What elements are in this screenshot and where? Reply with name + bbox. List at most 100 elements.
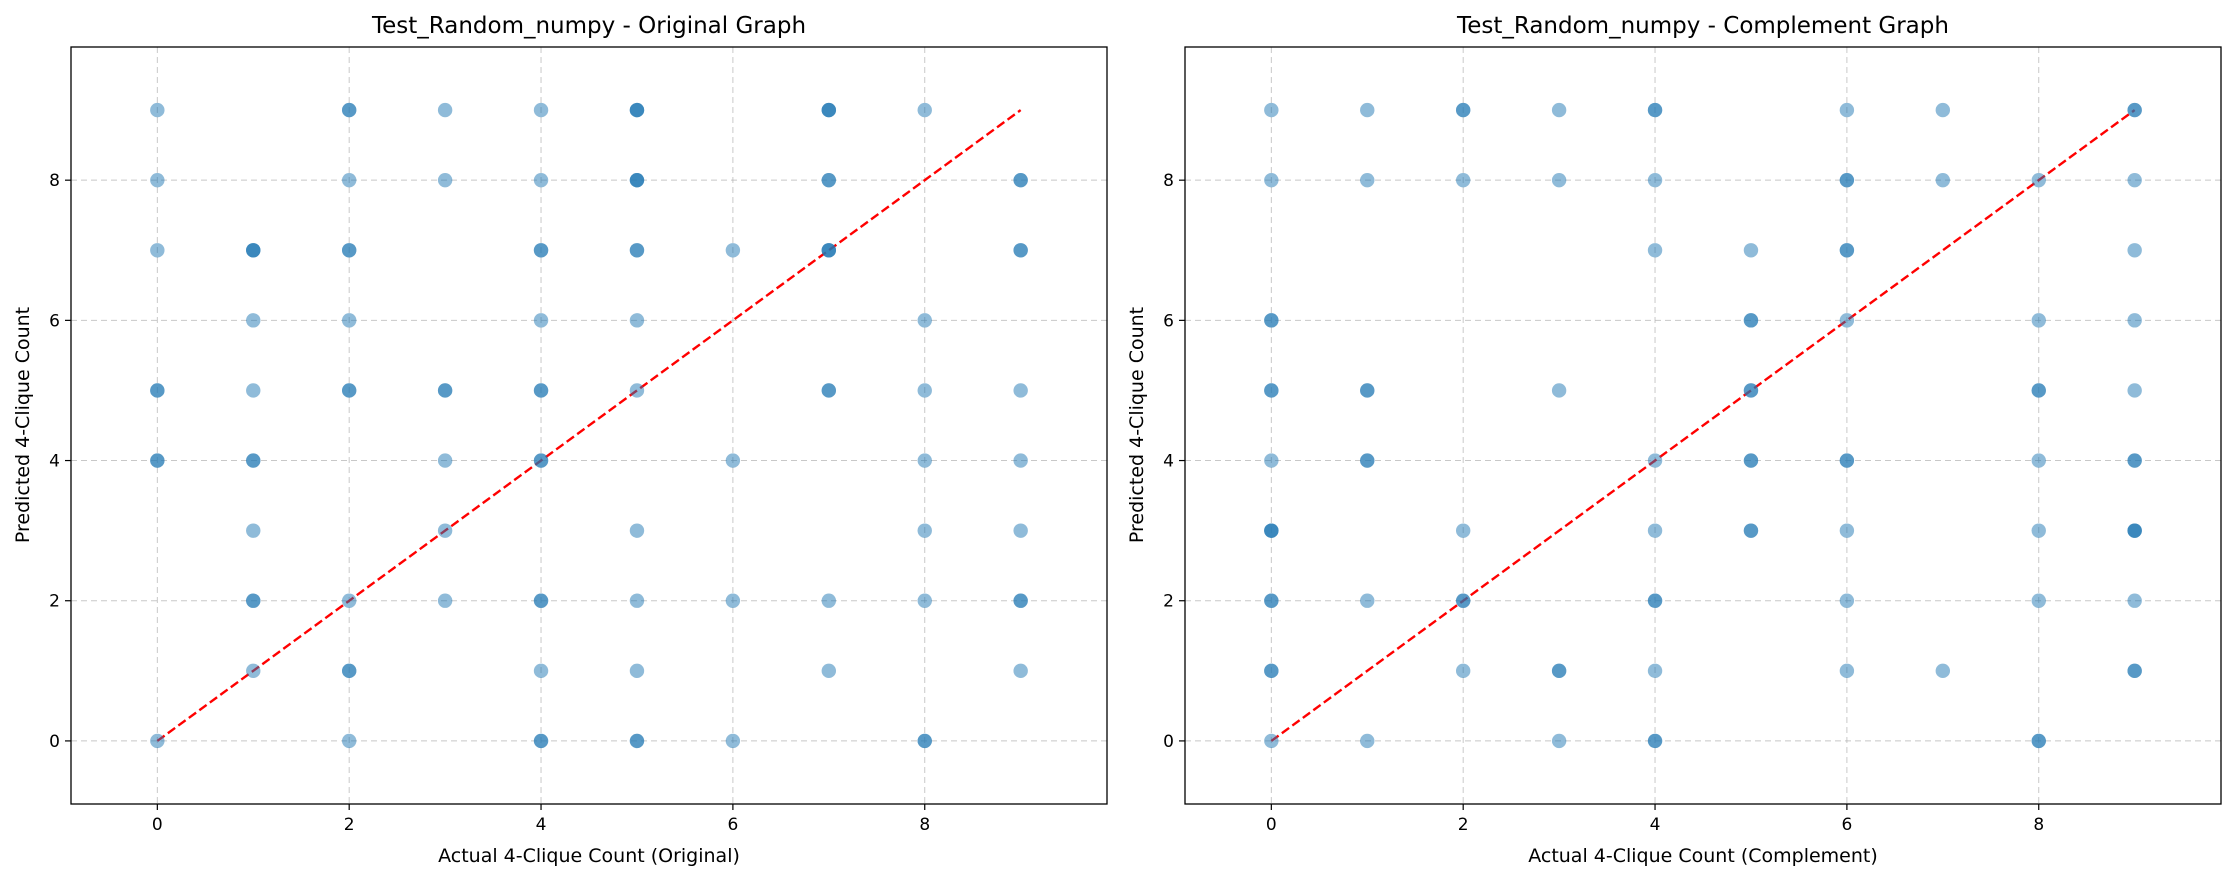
data-point <box>1839 593 1855 608</box>
data-point <box>821 663 837 679</box>
data-point <box>2031 593 2046 608</box>
data-point <box>917 453 932 468</box>
data-point <box>341 243 357 258</box>
data-point <box>533 453 549 468</box>
data-point <box>1839 453 1855 468</box>
data-point <box>1743 243 1759 258</box>
data-point <box>1551 663 1567 679</box>
data-point <box>1264 593 1279 608</box>
data-point <box>1264 733 1279 749</box>
data-point <box>1360 453 1375 468</box>
data-point <box>1839 102 1855 118</box>
chart-title: Test_Random_numpy - Complement Graph <box>1456 13 1949 39</box>
data-point <box>629 172 645 188</box>
data-point <box>2127 593 2142 608</box>
data-point <box>629 733 645 749</box>
data-point <box>437 523 453 538</box>
y-tick-label: 2 <box>49 592 60 612</box>
data-point <box>1264 102 1279 118</box>
data-point <box>1839 313 1855 328</box>
data-point <box>1839 663 1855 679</box>
data-point <box>533 172 549 188</box>
chart-original: Test_Random_numpy - Original Graph 0 2 4 6 8… <box>12 13 1108 867</box>
data-point <box>2031 383 2046 398</box>
x-tick-label: 6 <box>1841 815 1852 835</box>
data-point <box>150 733 165 749</box>
data-point <box>1013 593 1028 608</box>
data-point <box>629 313 645 328</box>
reference-line <box>156 109 1022 742</box>
y-tick-label: 2 <box>1163 592 1174 612</box>
x-tick-label: 6 <box>727 815 738 835</box>
plot-frame <box>70 46 1108 805</box>
data-point <box>2127 102 2142 118</box>
data-point <box>629 243 645 258</box>
data-point <box>917 102 932 118</box>
data-point <box>1839 172 1855 188</box>
data-point <box>1360 593 1375 608</box>
data-point <box>437 172 453 188</box>
data-point <box>917 593 932 608</box>
reference-line <box>1270 109 2136 742</box>
data-point <box>821 102 837 118</box>
chart-complement: Test_Random_numpy - Complement Graph 0 2 4… <box>1126 13 2222 867</box>
data-point <box>1455 523 1471 538</box>
x-tick-label: 0 <box>1266 815 1277 835</box>
data-point <box>1551 383 1567 398</box>
data-point <box>917 313 932 328</box>
y-axis-label: Predicted 4-Clique Count <box>12 307 34 543</box>
y-tick-label: 4 <box>1163 452 1174 472</box>
x-axis-label: Actual 4-Clique Count (Original) <box>438 845 740 867</box>
data-point <box>725 453 741 468</box>
data-point <box>1647 453 1663 468</box>
data-point <box>1743 383 1759 398</box>
y-tick-label: 8 <box>1163 171 1174 191</box>
data-point <box>341 663 357 679</box>
data-point <box>1264 663 1279 679</box>
data-point <box>2127 243 2142 258</box>
data-point <box>341 383 357 398</box>
data-point <box>2031 733 2046 749</box>
data-point <box>341 593 357 608</box>
data-point <box>725 243 741 258</box>
data-point <box>1013 243 1028 258</box>
data-point <box>437 102 453 118</box>
data-point <box>1935 172 1951 188</box>
data-point <box>533 593 549 608</box>
points-layer <box>150 102 1028 749</box>
reference-line-layer <box>1270 109 2136 742</box>
data-point <box>2031 172 2046 188</box>
data-point <box>917 523 932 538</box>
y-tick-label: 4 <box>49 452 60 472</box>
x-tick-label: 4 <box>536 815 547 835</box>
data-point <box>2127 523 2142 538</box>
data-point <box>1360 383 1375 398</box>
data-point <box>246 313 261 328</box>
data-point <box>246 243 261 258</box>
y-tick-label: 0 <box>1163 732 1174 752</box>
data-point <box>1839 243 1855 258</box>
data-point <box>1360 733 1375 749</box>
data-point <box>533 313 549 328</box>
x-tick-label: 0 <box>152 815 163 835</box>
data-point <box>246 663 261 679</box>
data-point <box>533 243 549 258</box>
data-point <box>2031 523 2046 538</box>
x-ticks: 0 2 4 6 8 <box>1266 804 2044 835</box>
data-point <box>1647 663 1663 679</box>
data-point <box>437 593 453 608</box>
data-point <box>1264 453 1279 468</box>
data-point <box>1264 523 1279 538</box>
data-point <box>1647 733 1663 749</box>
data-point <box>1743 313 1759 328</box>
data-point <box>246 383 261 398</box>
data-point <box>150 383 165 398</box>
data-point <box>2127 663 2142 679</box>
data-point <box>1013 663 1028 679</box>
data-point <box>246 453 261 468</box>
x-tick-label: 2 <box>344 815 355 835</box>
data-point <box>629 102 645 118</box>
data-point <box>1743 523 1759 538</box>
data-point <box>1551 172 1567 188</box>
